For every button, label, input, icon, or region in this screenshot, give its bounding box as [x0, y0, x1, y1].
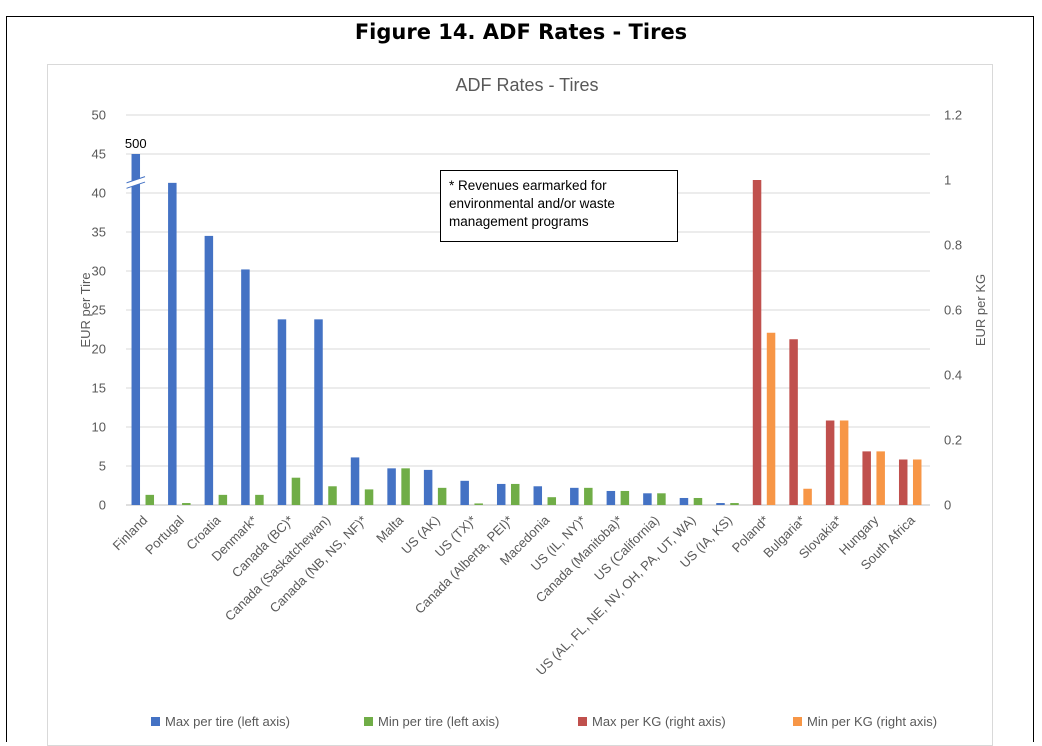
bar — [182, 503, 191, 505]
bar — [328, 486, 337, 505]
bar — [424, 470, 433, 505]
bar — [351, 457, 360, 505]
bar — [621, 491, 630, 505]
right-axis-ticks: 0 0.2 0.4 0.6 0.8 1 1.2 — [944, 108, 962, 513]
legend-label: Max per tire (left axis) — [165, 714, 290, 729]
bar — [241, 269, 250, 505]
y-tick-label: 40 — [92, 186, 106, 201]
bar — [205, 236, 214, 505]
bar — [534, 486, 543, 505]
bar — [694, 498, 703, 505]
bar — [219, 495, 228, 505]
bar — [680, 498, 689, 505]
bar — [803, 489, 812, 505]
bar — [460, 481, 469, 505]
legend-label: Min per KG (right axis) — [807, 714, 937, 729]
legend-item: Max per tire (left axis) — [151, 714, 290, 729]
legend-item: Min per KG (right axis) — [793, 714, 937, 729]
y-tick-label: 20 — [92, 342, 106, 357]
legend-swatch — [364, 717, 373, 726]
y-tick-label: 5 — [99, 459, 106, 474]
bar — [278, 319, 287, 505]
legend-label: Max per KG (right axis) — [592, 714, 726, 729]
bar — [657, 493, 666, 505]
y2-tick-label: 1.2 — [944, 108, 962, 123]
bar — [314, 319, 323, 505]
bar — [511, 484, 520, 505]
bar — [716, 503, 725, 505]
bar — [826, 421, 835, 506]
bar — [146, 495, 155, 505]
y2-tick-label: 0 — [944, 498, 951, 513]
bar — [570, 488, 579, 505]
legend-swatch — [151, 717, 160, 726]
legend: Max per tire (left axis) Min per tire (le… — [151, 714, 937, 729]
bar — [584, 488, 593, 505]
y2-tick-label: 0.6 — [944, 303, 962, 318]
bar — [401, 468, 410, 505]
bar — [767, 333, 776, 505]
bar — [899, 460, 908, 506]
legend-item: Max per KG (right axis) — [578, 714, 726, 729]
bar — [643, 493, 652, 505]
left-axis-title: EUR per Tire — [78, 272, 93, 347]
data-label: 500 — [125, 136, 147, 151]
legend-label: Min per tire (left axis) — [378, 714, 499, 729]
y-tick-label: 10 — [92, 420, 106, 435]
bar — [132, 154, 141, 505]
right-axis-title: EUR per KG — [973, 274, 988, 346]
bar — [753, 180, 762, 505]
bar — [474, 503, 483, 505]
y-tick-label: 35 — [92, 225, 106, 240]
legend-item: Min per tire (left axis) — [364, 714, 499, 729]
bar — [789, 339, 798, 505]
category-label: Portugal — [142, 512, 187, 557]
bar — [862, 451, 871, 505]
bar — [168, 183, 177, 505]
y2-tick-label: 1 — [944, 173, 951, 188]
bar — [365, 489, 374, 505]
bar — [840, 421, 849, 506]
bar — [913, 460, 922, 506]
y-tick-label: 25 — [92, 303, 106, 318]
y2-tick-label: 0.8 — [944, 238, 962, 253]
legend-swatch — [578, 717, 587, 726]
bar — [438, 488, 447, 505]
bar — [387, 468, 396, 505]
y-tick-label: 15 — [92, 381, 106, 396]
bar — [730, 503, 739, 505]
legend-swatch — [793, 717, 802, 726]
bar — [292, 478, 301, 505]
y2-tick-label: 0.2 — [944, 433, 962, 448]
left-axis-ticks: 0 5 10 15 20 25 30 35 40 45 50 — [92, 108, 106, 513]
annotation-box: * Revenues earmarked for environmental a… — [440, 170, 678, 242]
category-label: Malta — [373, 512, 407, 546]
y2-tick-label: 0.4 — [944, 368, 962, 383]
y-tick-label: 30 — [92, 264, 106, 279]
bar — [255, 495, 264, 505]
bar — [607, 491, 616, 505]
bar — [548, 497, 557, 505]
y-tick-label: 0 — [99, 498, 106, 513]
bar — [497, 484, 506, 505]
chart-title: ADF Rates - Tires — [455, 75, 598, 95]
y-tick-label: 50 — [92, 108, 106, 123]
bar — [876, 451, 885, 505]
y-tick-label: 45 — [92, 147, 106, 162]
